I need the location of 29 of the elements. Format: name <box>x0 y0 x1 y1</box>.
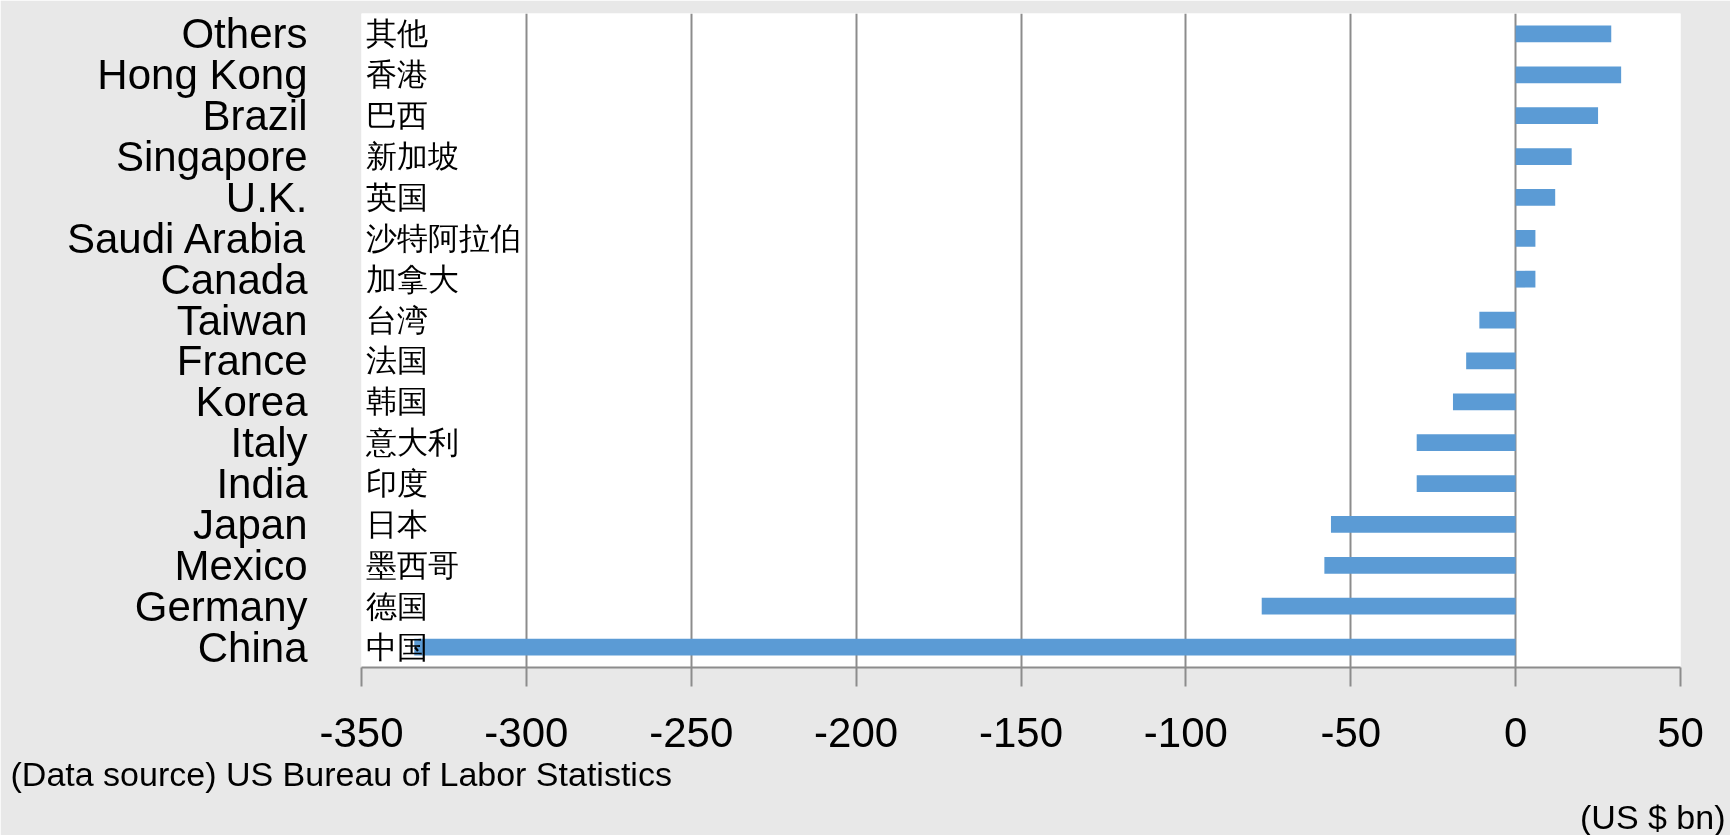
x-tick-label: -150 <box>978 708 1064 756</box>
y2-tick-label: 韩国 <box>365 384 428 420</box>
y2-tick-label: 加拿大 <box>365 261 459 297</box>
y2-tick-label: 沙特阿拉伯 <box>365 220 521 256</box>
y-tick-label: Japan <box>193 500 308 548</box>
y2-tick-label: 法国 <box>365 343 428 379</box>
y-tick-label: Singapore <box>116 133 308 181</box>
x-tick-label: 50 <box>1657 708 1704 756</box>
y2-tick-label: 德国 <box>365 588 428 624</box>
y2-tick-label: 巴西 <box>365 98 428 134</box>
y2-tick-label: 英国 <box>365 179 428 215</box>
x-tick-label: -50 <box>1320 708 1382 756</box>
y2-tick-label: 台湾 <box>365 302 428 338</box>
x-tick-label: -300 <box>484 708 569 756</box>
x-tick-label: -100 <box>1143 708 1228 756</box>
x-tick-label: -250 <box>649 708 734 756</box>
y2-tick-label: 印度 <box>365 466 428 502</box>
x-tick-label: 0 <box>1503 708 1528 756</box>
y2-tick-label: 墨西哥 <box>365 547 459 583</box>
y-tick-label: Others <box>181 10 308 58</box>
y2-tick-label: 新加坡 <box>365 139 459 175</box>
y2-tick-label: 日本 <box>365 506 428 542</box>
y2-tick-label: 其他 <box>365 16 428 52</box>
text: (Data source) US Bureau of Labor Statistics <box>10 754 672 793</box>
y2-tick-label: 香港 <box>365 57 428 93</box>
y2-tick-label: 意大利 <box>364 425 459 461</box>
x-axis-title: (US $ bn) <box>1580 797 1726 835</box>
x-tick-label: -350 <box>319 708 404 756</box>
x-tick-label: -200 <box>814 708 899 756</box>
